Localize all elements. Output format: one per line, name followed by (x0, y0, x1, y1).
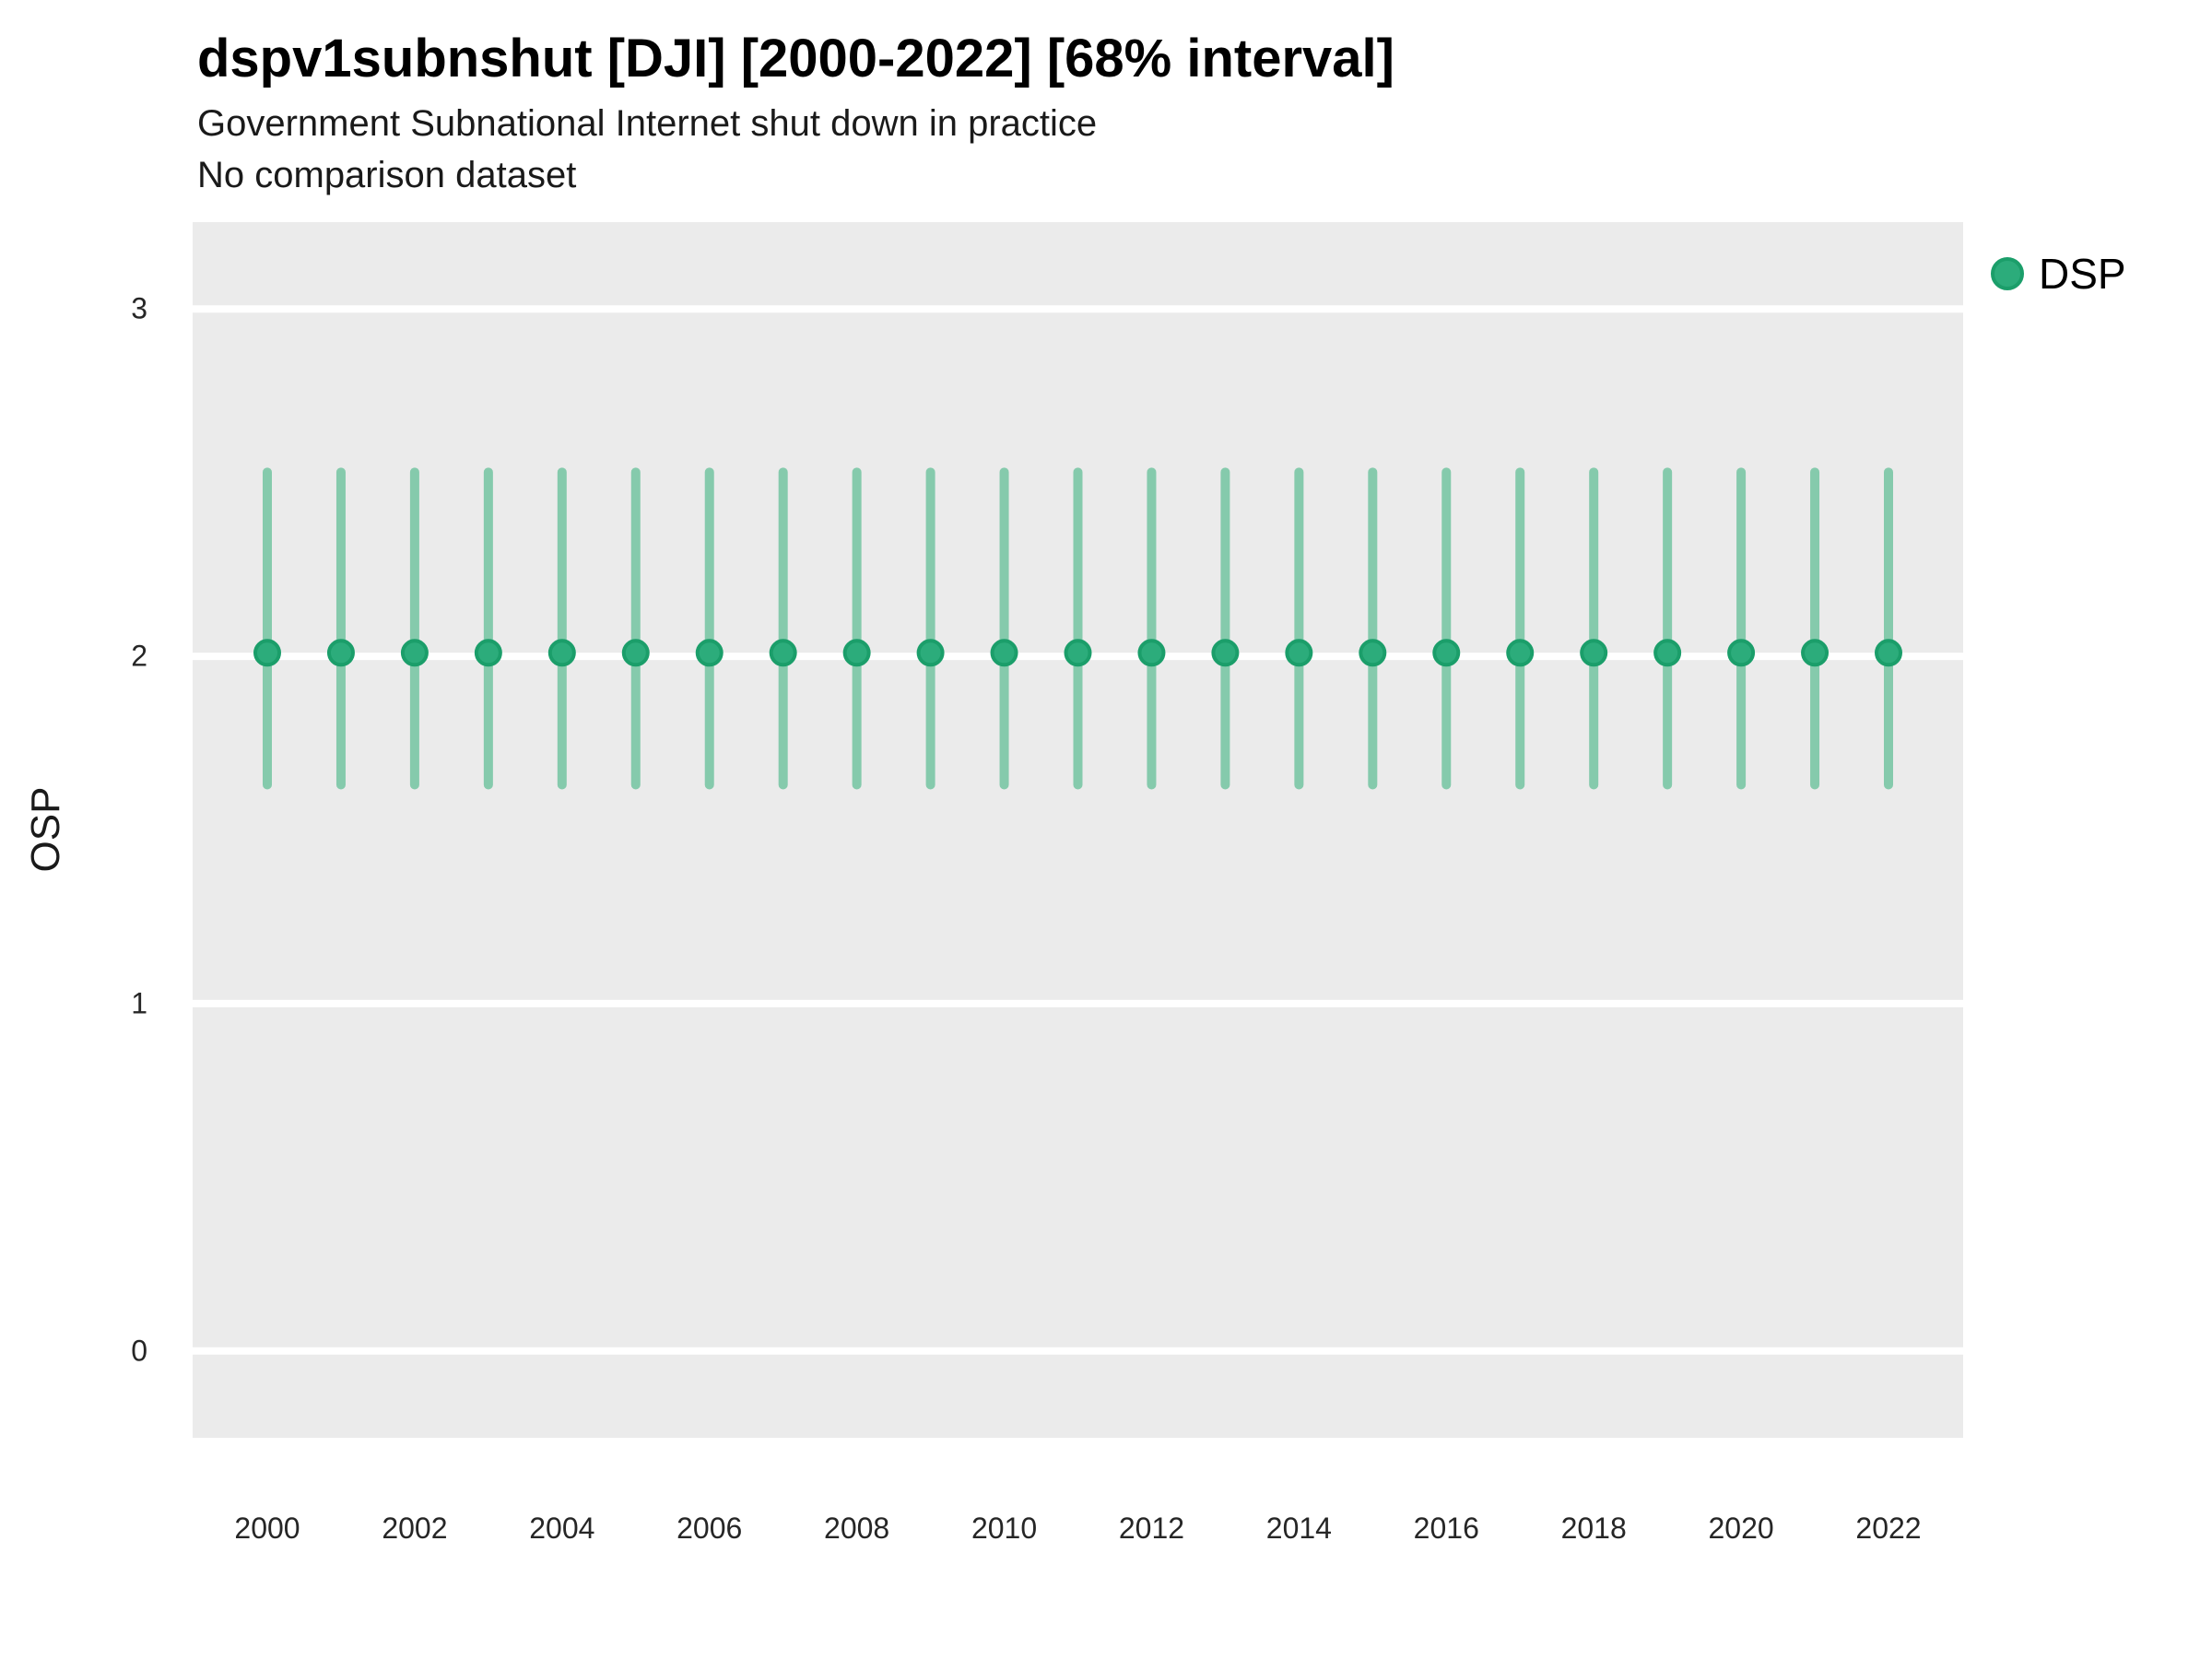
y-axis-title: OSP (23, 786, 68, 873)
legend-label: DSP (2039, 250, 2126, 298)
plot-area-svg (193, 305, 1963, 1355)
data-point (1506, 639, 1535, 667)
x-tick-label: 2000 (234, 1512, 300, 1545)
x-tick-label: 2020 (1708, 1512, 1774, 1545)
data-point (1359, 639, 1387, 667)
x-tick-label: 2022 (1855, 1512, 1922, 1545)
data-point (769, 639, 797, 667)
x-tick-label: 2014 (1265, 1512, 1332, 1545)
x-tick-label: 2002 (382, 1512, 448, 1545)
data-point (842, 639, 871, 667)
chart-title: dspv1subnshut [DJI] [2000-2022] [68% int… (197, 29, 1394, 88)
data-point (1064, 639, 1092, 667)
data-point (1211, 639, 1240, 667)
chart-note: No comparison dataset (197, 155, 577, 195)
data-point (1432, 639, 1461, 667)
data-point (1137, 639, 1166, 667)
chart-subtitle: Government Subnational Internet shut dow… (197, 103, 1098, 144)
x-tick-label: 2008 (824, 1512, 890, 1545)
data-point (253, 639, 281, 667)
x-tick-label: 2010 (971, 1512, 1038, 1545)
x-tick-label: 2004 (529, 1512, 595, 1545)
data-point (400, 639, 429, 667)
data-point (916, 639, 945, 667)
data-point (547, 639, 576, 667)
data-point (1285, 639, 1313, 667)
data-point (1580, 639, 1608, 667)
x-tick-label: 2012 (1118, 1512, 1185, 1545)
y-tick-label: 0 (131, 1334, 147, 1368)
data-point (474, 639, 502, 667)
x-tick-label: 2006 (677, 1512, 743, 1545)
data-point (1727, 639, 1756, 667)
x-tick-label: 2018 (1560, 1512, 1627, 1545)
data-point (1875, 639, 1902, 667)
data-point (326, 639, 355, 667)
y-tick-label: 2 (131, 639, 147, 673)
data-point (1801, 639, 1830, 667)
plot-panel (193, 222, 1963, 1438)
data-point (990, 639, 1018, 667)
legend: DSP (1991, 249, 2126, 299)
y-tick-label: 3 (131, 291, 147, 325)
data-point (1653, 639, 1682, 667)
y-tick-label: 1 (131, 986, 147, 1020)
data-point (621, 639, 650, 667)
legend-circle-icon (1991, 257, 2024, 290)
data-point (695, 639, 724, 667)
x-tick-label: 2016 (1413, 1512, 1479, 1545)
